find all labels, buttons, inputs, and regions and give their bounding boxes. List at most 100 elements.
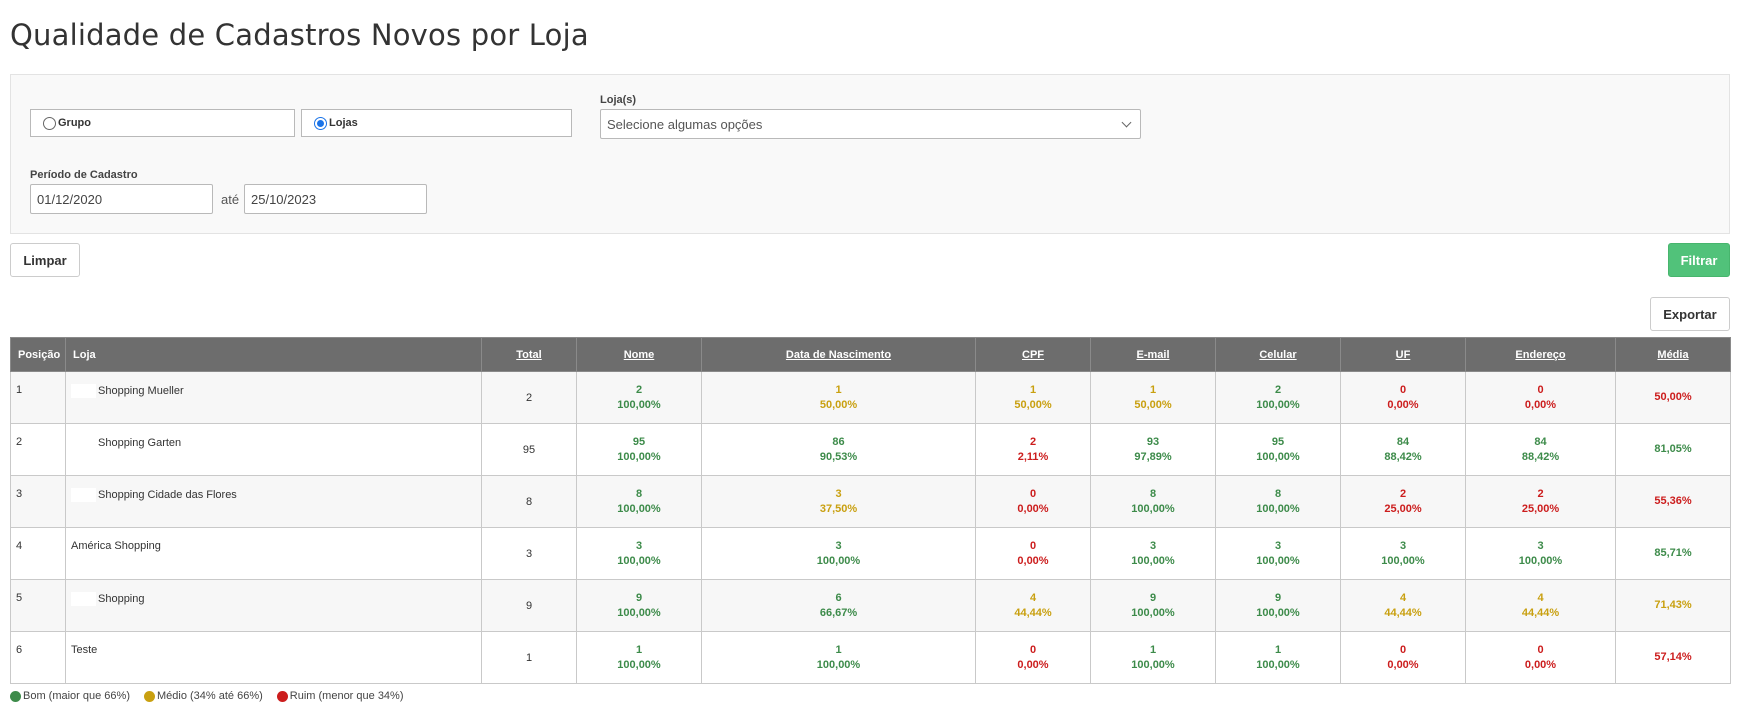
redacted-mask: [71, 436, 96, 450]
cell-endereco: 0 0,00%: [1465, 631, 1616, 684]
filter-button[interactable]: Filtrar: [1668, 243, 1730, 277]
lojas-select[interactable]: Selecione algumas opções: [600, 109, 1141, 139]
cell-loja: Shopping Cidade das Flores: [65, 475, 482, 528]
cell-media: 81,05%: [1615, 423, 1731, 476]
date-from-value: 01/12/2020: [37, 191, 103, 207]
cell-celular: 95 100,00%: [1215, 423, 1341, 476]
cell-count: 0: [1029, 643, 1037, 656]
cell-percent: 100,00%: [617, 502, 661, 515]
lojas-select-placeholder: Selecione algumas opções: [607, 116, 763, 132]
col-data-nascimento[interactable]: Data de Nascimento: [701, 337, 976, 372]
media-value: 81,05%: [1654, 443, 1692, 455]
col-email[interactable]: E-mail: [1090, 337, 1216, 372]
radio-grupo[interactable]: Grupo: [30, 109, 295, 137]
date-from-input[interactable]: 01/12/2020: [30, 184, 213, 214]
cell-count: 0: [1537, 383, 1544, 396]
cell-endereco: 2 25,00%: [1465, 475, 1616, 528]
cell-count: 3: [835, 539, 842, 552]
loja-name: Shopping: [98, 592, 145, 605]
cell-percent: 88,42%: [1521, 450, 1560, 463]
date-to-input[interactable]: 25/10/2023: [244, 184, 427, 214]
radio-lojas-icon[interactable]: [314, 116, 327, 130]
cell-count: 1: [835, 643, 842, 656]
yellow-dot-icon: [144, 690, 155, 702]
cell-email: 8 100,00%: [1090, 475, 1216, 528]
cell-count: 0: [1029, 539, 1037, 552]
cell-percent: 44,44%: [1521, 606, 1560, 619]
clear-button[interactable]: Limpar: [10, 243, 80, 277]
loja-name: Teste: [71, 644, 98, 656]
cell-count: 3: [835, 487, 842, 500]
cell-email: 3 100,00%: [1090, 527, 1216, 580]
cell-endereco: 3 100,00%: [1465, 527, 1616, 580]
red-dot-icon: [276, 690, 288, 702]
cell-total: 1: [481, 631, 577, 684]
redacted-mask: [71, 488, 96, 502]
cell-cpf: 0 0,00%: [975, 475, 1091, 528]
col-total[interactable]: Total: [481, 337, 577, 372]
cell-posicao: 1: [10, 371, 66, 424]
cell-percent: 100,00%: [1381, 554, 1425, 567]
cell-percent: 100,00%: [617, 554, 661, 567]
cell-count: 3: [1149, 539, 1157, 552]
cell-posicao: 2: [10, 423, 66, 476]
col-cpf[interactable]: CPF: [975, 337, 1091, 372]
cell-loja: América Shopping: [65, 527, 482, 580]
cell-data-nascimento: 3 37,50%: [701, 475, 976, 528]
cell-percent: 25,00%: [1384, 502, 1422, 515]
export-button[interactable]: Exportar: [1650, 297, 1730, 331]
radio-grupo-icon[interactable]: [43, 116, 56, 130]
cell-endereco: 4 44,44%: [1465, 579, 1616, 632]
cell-count: 9: [635, 591, 643, 604]
cell-percent: 100,00%: [1131, 554, 1175, 567]
cell-uf: 2 25,00%: [1340, 475, 1466, 528]
cell-percent: 37,50%: [819, 502, 858, 515]
col-celular[interactable]: Celular: [1215, 337, 1341, 372]
quality-table: Posição Loja Total Nome Data de Nascimen…: [10, 337, 1731, 684]
cell-email: 1 100,00%: [1090, 631, 1216, 684]
cell-count: 1: [1149, 643, 1157, 656]
cell-posicao: 6: [10, 631, 66, 684]
cell-nome: 1 100,00%: [576, 631, 702, 684]
cell-percent: 100,00%: [1256, 658, 1300, 671]
table-row: 5 Shopping 9 9 100,00% 6 66,67% 4 44,44% 9 100,00%…: [10, 579, 1731, 632]
cell-count: 3: [635, 539, 643, 552]
chevron-down-icon[interactable]: [1121, 117, 1132, 128]
cell-total: 2: [481, 371, 577, 424]
cell-loja: Shopping Garten: [65, 423, 482, 476]
col-loja: Loja: [65, 337, 482, 372]
cell-percent: 50,00%: [819, 398, 858, 411]
cell-media: 57,14%: [1615, 631, 1731, 684]
col-nome[interactable]: Nome: [576, 337, 702, 372]
cell-percent: 0,00%: [1387, 398, 1419, 411]
legend-label: Ruim (menor que 34%): [289, 690, 404, 702]
cell-count: 1: [635, 643, 643, 656]
cell-count: 4: [1029, 591, 1037, 604]
table-body: 1 Shopping Mueller 2 2 100,00% 1 50,00% 1 50,00%…: [10, 371, 1731, 684]
cell-percent: 100,00%: [1256, 398, 1300, 411]
cell-data-nascimento: 3 100,00%: [701, 527, 976, 580]
table-row: 4 América Shopping 3 3 100,00% 3 100,00% 0 0,00%…: [10, 527, 1731, 580]
col-endereco[interactable]: Endereço: [1465, 337, 1616, 372]
cell-percent: 66,67%: [819, 606, 858, 619]
cell-count: 2: [1029, 435, 1037, 448]
col-uf[interactable]: UF: [1340, 337, 1466, 372]
radio-lojas-label: Lojas: [329, 117, 358, 129]
radio-lojas[interactable]: Lojas: [301, 109, 572, 137]
cell-percent: 100,00%: [1518, 554, 1563, 567]
media-value: 71,43%: [1654, 599, 1692, 611]
cell-uf: 3 100,00%: [1340, 527, 1466, 580]
green-dot-icon: [10, 690, 21, 702]
cell-percent: 100,00%: [617, 658, 661, 671]
cell-nome: 8 100,00%: [576, 475, 702, 528]
media-value: 85,71%: [1654, 547, 1692, 559]
cell-total: 9: [481, 579, 577, 632]
col-media[interactable]: Média: [1615, 337, 1731, 372]
redacted-mask: [71, 592, 96, 606]
cell-count: 95: [1271, 435, 1285, 448]
loja-name: Shopping Cidade das Flores: [98, 488, 237, 501]
cell-count: 84: [1534, 435, 1547, 448]
cell-count: 0: [1029, 487, 1037, 500]
cell-celular: 1 100,00%: [1215, 631, 1341, 684]
cell-celular: 8 100,00%: [1215, 475, 1341, 528]
